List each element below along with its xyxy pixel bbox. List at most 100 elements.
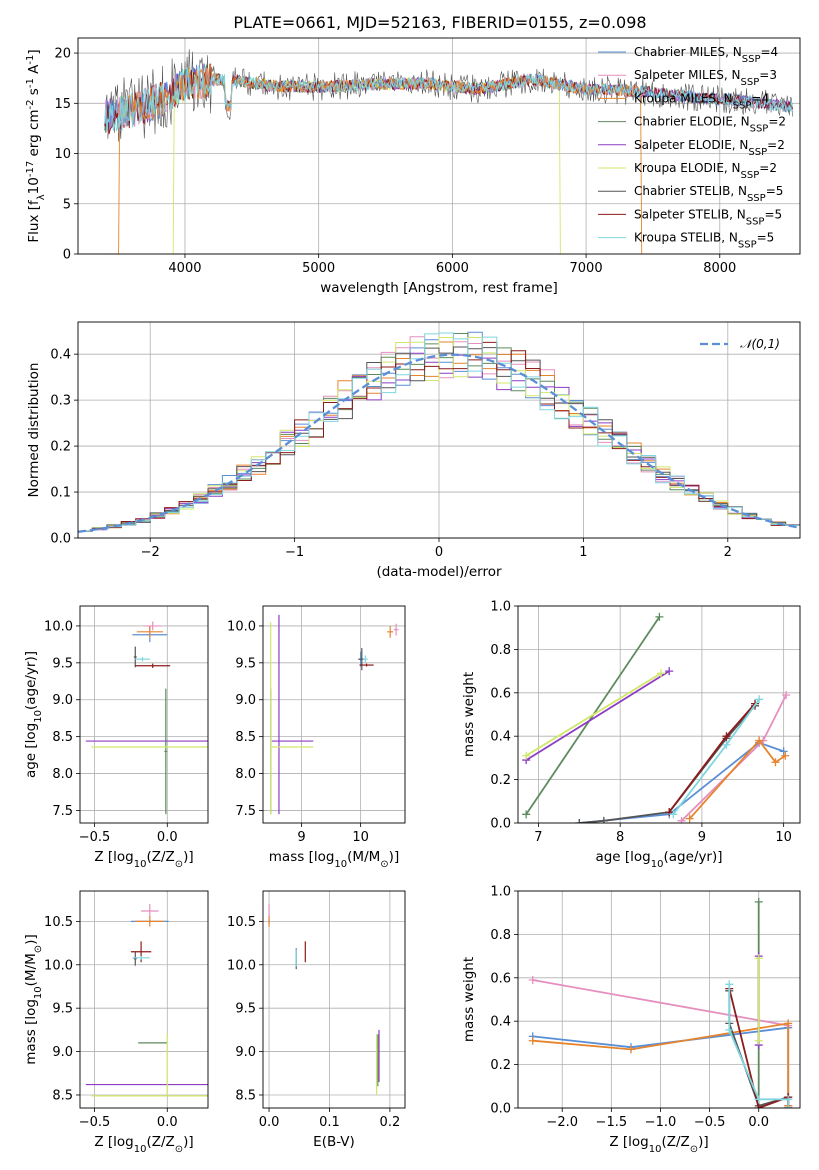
- plus-marker: [782, 690, 791, 699]
- y-tick-label: 0.0: [490, 1102, 511, 1117]
- axes-frame: [77, 321, 801, 539]
- plus-marker: [725, 1025, 734, 1034]
- plus-marker: [754, 1104, 763, 1108]
- x-axis-label: (data-model)/error: [376, 564, 502, 580]
- EBV-mass-axes: 0.0 0.1 0.2 8.5 9.0 9.5 10.0 10.5 E(B-V): [227, 890, 406, 1150]
- y-tick-label: 9.5: [52, 656, 73, 671]
- plus-marker: [755, 736, 764, 745]
- y-tick-label: 0.4: [490, 1015, 511, 1030]
- Z-age-plot-area: [85, 621, 208, 815]
- x-tick-label: 9: [698, 830, 706, 845]
- x-axis-label: Z [log10(Z/Z⊙)]: [94, 1134, 193, 1155]
- y-tick-label: 8.5: [52, 1088, 73, 1103]
- x-tick-label: −0.5: [694, 1115, 726, 1130]
- Z-massweight-axes: −2.0 −1.5 −1.0 −0.5 0.0 0.0 0.2 0.4 0.6 0.8 1.0 Z […: [461, 885, 801, 1155]
- age-massweight-axes: 7 8 9 10 0.0 0.2 0.4 0.6 0.8 1.0 age [log10(age/yr…: [461, 600, 801, 870]
- mass-age-axes: 9 10 7.5 8.0 8.5 9.0 9.5 10.0 mass [log10(M/M⊙)]: [227, 605, 406, 870]
- legend-label: Salpeter MILES, NSSP=3: [634, 68, 777, 88]
- plus-marker: [655, 612, 664, 621]
- x-tick-label: −1: [285, 545, 304, 560]
- plus-marker: [754, 1036, 763, 1045]
- plus-marker: [754, 954, 763, 963]
- x-tick-label: −0.5: [79, 830, 111, 845]
- plus-marker: [784, 1104, 793, 1108]
- plus-marker: [665, 667, 674, 676]
- plus-marker: [685, 814, 694, 823]
- x-tick-label: 8000: [703, 261, 736, 276]
- y-tick-label: 0.6: [490, 971, 511, 986]
- x-tick-label: 4000: [168, 261, 201, 276]
- y-tick-label: 20: [54, 47, 71, 62]
- y-tick-label: 10.0: [44, 958, 73, 973]
- spectrum-axes: 4000 5000 6000 7000 8000 0 5 10 15 20 wavelength […: [25, 37, 801, 296]
- spectrum-line-9: [104, 65, 793, 132]
- plus-marker: [722, 740, 731, 749]
- legend-label: Kroupa ELODIE, NSSP=2: [634, 161, 777, 181]
- x-tick-label: −1.0: [645, 1115, 677, 1130]
- legend-label: Chabrier ELODIE, NSSP=2: [634, 115, 786, 135]
- x-axis-label: mass [log10(M/M⊙)]: [269, 849, 399, 870]
- y-tick-label: 7.5: [235, 804, 256, 819]
- y-axis-label: mass [log10(M/M⊙)]: [23, 934, 44, 1064]
- y-tick-label: 0.8: [490, 643, 511, 658]
- x-tick-label: 10: [352, 830, 369, 845]
- x-tick-label: 0.0: [748, 1115, 769, 1130]
- axes-frame: [79, 605, 209, 824]
- plus-marker: [657, 669, 666, 678]
- axes-frame: [517, 605, 801, 824]
- y-tick-label: 0.4: [50, 348, 71, 363]
- y-tick-label: 0: [63, 248, 71, 263]
- x-tick-label: 7: [534, 830, 542, 845]
- y-tick-label: 0.6: [490, 686, 511, 701]
- series-line-5: [525, 670, 670, 761]
- x-tick-label: 5000: [302, 261, 335, 276]
- plus-marker: [626, 1045, 635, 1054]
- series-line-3: [689, 739, 786, 820]
- series-line-6: [525, 672, 662, 757]
- y-axis-label: age [log10(age/yr)]: [23, 651, 44, 778]
- x-axis-label: Z [log10(Z/Z⊙)]: [94, 849, 193, 870]
- y-tick-label: 5: [63, 197, 71, 212]
- x-tick-label: 0: [435, 545, 443, 560]
- x-tick-label: 0.0: [157, 1115, 178, 1130]
- y-tick-label: 10.0: [227, 958, 256, 973]
- figure-title: PLATE=0661, MJD=52163, FIBERID=0155, z=0…: [233, 13, 646, 32]
- x-tick-label: 0.0: [157, 830, 178, 845]
- y-tick-label: 8.5: [235, 1088, 256, 1103]
- plus-marker: [528, 975, 537, 984]
- y-tick-label: 9.0: [235, 693, 256, 708]
- axes-frame: [77, 37, 801, 255]
- x-tick-label: −2: [141, 545, 160, 560]
- plus-marker: [665, 808, 674, 817]
- plus-marker: [784, 1095, 793, 1104]
- plus-marker: [599, 816, 608, 823]
- plus-marker: [669, 810, 678, 819]
- plus-marker: [771, 758, 780, 767]
- x-tick-label: −1.5: [596, 1115, 628, 1130]
- y-tick-label: 15: [54, 97, 71, 112]
- y-tick-label: 10.0: [227, 619, 256, 634]
- EBV-mass-plot-area: [268, 904, 380, 1095]
- y-tick-label: 10.5: [44, 915, 73, 930]
- legend-label: Chabrier STELIB, NSSP=5: [634, 184, 783, 204]
- y-tick-label: 0.2: [490, 1058, 511, 1073]
- y-tick-label: 1.0: [490, 885, 511, 900]
- plus-marker: [784, 1019, 793, 1028]
- legend-label: Kroupa MILES, NSSP=4: [634, 91, 769, 111]
- residuals-axes: −2 −1 0 1 2 0.0 0.1 0.2 0.3 0.4 (data-model)/error…: [26, 321, 801, 580]
- age-massweight-plot-area: [522, 612, 791, 823]
- y-tick-label: 9.5: [235, 1002, 256, 1017]
- plus-marker: [722, 732, 731, 741]
- y-tick-label: 0.0: [50, 532, 71, 547]
- plus-marker: [755, 695, 764, 704]
- x-tick-label: 0.0: [259, 1115, 280, 1130]
- y-axis-label: Normed distribution: [26, 363, 42, 498]
- plus-marker: [522, 810, 531, 819]
- plus-marker: [781, 751, 790, 760]
- y-tick-label: 10.0: [44, 619, 73, 634]
- x-tick-label: 0.2: [380, 1115, 401, 1130]
- Z-mass-axes: −0.5 0.0 8.5 9.0 9.5 10.0 10.5 Z [log10(Z/Z⊙)] m…: [23, 890, 209, 1155]
- axes-frame: [79, 890, 209, 1109]
- spectrum-legend: Chabrier MILES, NSSP=4 Salpeter MILES, NS…: [598, 45, 786, 250]
